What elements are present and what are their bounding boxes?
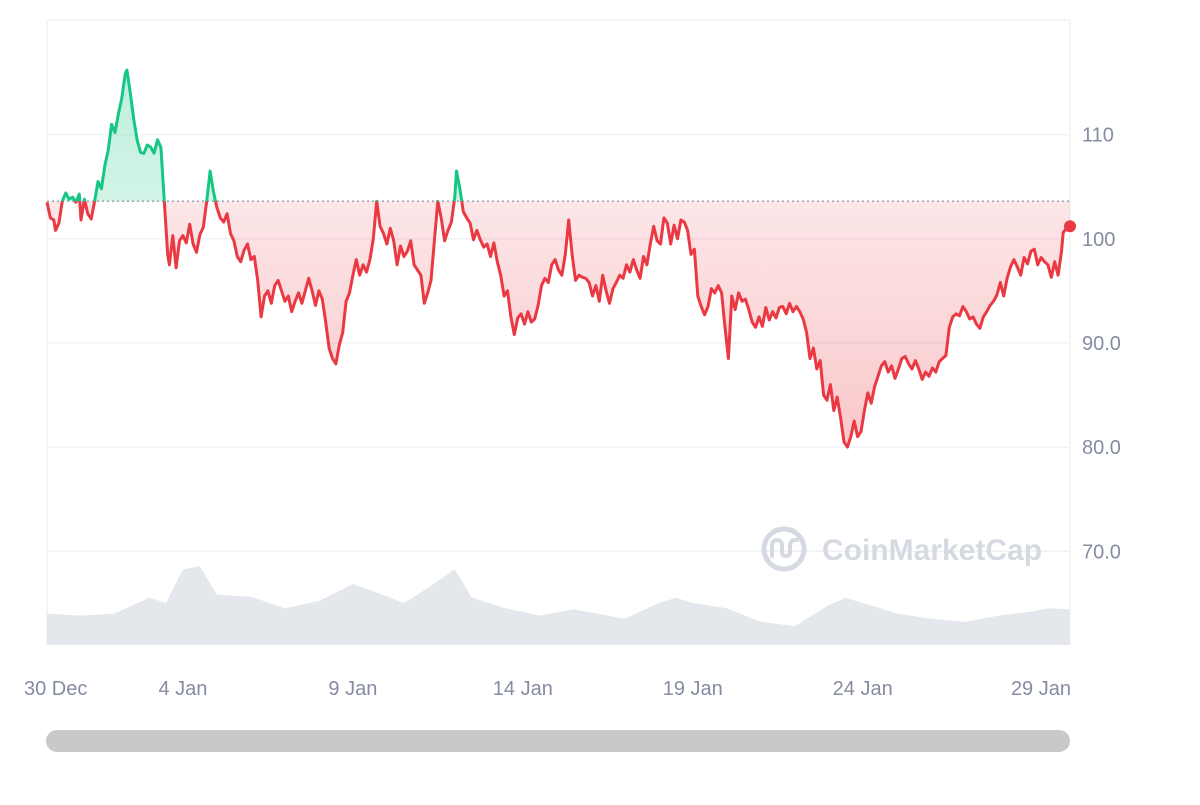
range-scrollbar-thumb[interactable] bbox=[46, 730, 1070, 752]
price-line-up-segment bbox=[60, 68, 464, 202]
watermark-text: CoinMarketCap bbox=[822, 534, 1042, 567]
volume-area-path bbox=[47, 566, 1070, 645]
x-tick-label: 19 Jan bbox=[663, 678, 723, 700]
x-tick-label: 14 Jan bbox=[493, 678, 553, 700]
y-axis-labels: 110 100 90.0 80.0 70.0 bbox=[1082, 125, 1121, 564]
range-scrollbar[interactable] bbox=[46, 730, 1070, 752]
price-line bbox=[45, 68, 1071, 449]
x-axis-labels: 30 Dec 4 Jan 9 Jan 14 Jan 19 Jan 24 Jan 29 Jan bbox=[24, 678, 1071, 700]
y-tick-label: 100 bbox=[1082, 229, 1115, 251]
y-tick-label: 110 bbox=[1082, 125, 1114, 147]
x-tick-label: 30 Dec bbox=[24, 678, 87, 700]
x-tick-label: 24 Jan bbox=[833, 678, 893, 700]
last-price-marker[interactable] bbox=[1064, 220, 1076, 233]
grid-lines bbox=[46, 19, 1071, 645]
volume-area bbox=[47, 566, 1070, 645]
coinmarketcap-logo-icon bbox=[761, 526, 807, 572]
y-tick-label: 90.0 bbox=[1082, 333, 1121, 355]
coinmarketcap-watermark: CoinMarketCap bbox=[761, 526, 1042, 572]
price-line-down-segment bbox=[45, 201, 1071, 449]
x-tick-label: 4 Jan bbox=[158, 678, 207, 700]
area-fill-above-reference bbox=[47, 70, 1070, 202]
x-tick-label: 9 Jan bbox=[328, 678, 377, 700]
y-tick-label: 80.0 bbox=[1082, 437, 1121, 459]
y-tick-label: 70.0 bbox=[1082, 541, 1121, 563]
area-fill-below-reference bbox=[47, 201, 1070, 448]
x-tick-label: 29 Jan bbox=[1011, 678, 1071, 700]
price-area-fill bbox=[47, 70, 1070, 448]
